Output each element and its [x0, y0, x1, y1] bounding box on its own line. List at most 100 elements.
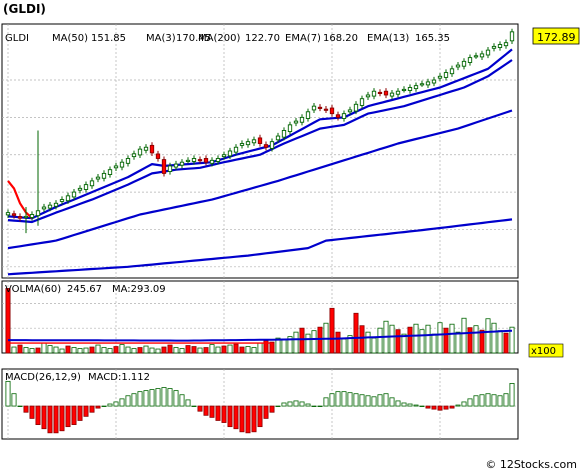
- volume-bar: [335, 331, 341, 354]
- volume-bar: [437, 322, 443, 354]
- macd-bar: [215, 405, 221, 421]
- macd-bar: [143, 390, 149, 407]
- macd-bar: [41, 405, 47, 430]
- macd-bar: [197, 405, 203, 412]
- volume-bar: [125, 346, 131, 354]
- candle-body: [179, 161, 185, 166]
- macd-bar: [269, 405, 275, 413]
- volume-bar: [359, 325, 365, 354]
- volume-bar: [215, 346, 221, 354]
- candle-body: [197, 159, 203, 162]
- candle-body: [233, 146, 239, 153]
- macd-bar: [347, 392, 353, 407]
- candle-body: [29, 214, 35, 218]
- volume-legend-ma: MA:293.09: [112, 284, 166, 295]
- candle-body: [275, 135, 281, 141]
- candle-body: [131, 153, 137, 158]
- candle-body: [359, 98, 365, 106]
- chart-marks: [5, 28, 515, 434]
- macd-bar: [305, 403, 311, 407]
- candle-body: [41, 206, 47, 210]
- candle-body: [23, 215, 29, 219]
- volume-bar: [485, 318, 491, 354]
- candle-body: [257, 137, 263, 144]
- volume-bar: [191, 346, 197, 354]
- candle-body: [245, 141, 251, 146]
- candle-body: [185, 159, 191, 162]
- candle-body: [467, 57, 473, 63]
- candle-body: [227, 150, 233, 157]
- legend-ma3-value: 170.45: [176, 33, 211, 44]
- volume-bar: [449, 323, 455, 354]
- candle-body: [299, 116, 305, 123]
- candle-body: [443, 72, 449, 78]
- candle-body: [149, 144, 155, 154]
- macd-bar: [467, 398, 473, 407]
- macd-bar: [431, 405, 437, 410]
- volume-bar: [497, 330, 503, 354]
- candle-body: [419, 83, 425, 86]
- last-price-box: [532, 27, 580, 45]
- volume-bar: [365, 331, 371, 354]
- candle-body: [95, 176, 101, 180]
- ema13-line: [7, 59, 513, 224]
- candle-body: [341, 113, 347, 119]
- volume-bar: [257, 342, 263, 354]
- macd-bar: [479, 394, 485, 407]
- macd-bar: [461, 401, 467, 407]
- macd-bar: [29, 405, 35, 419]
- candle-body: [491, 45, 497, 49]
- candle-body: [305, 111, 311, 119]
- volume-bar: [203, 347, 209, 354]
- macd-legend-value: MACD:1.112: [88, 372, 150, 383]
- macd-bar: [365, 395, 371, 407]
- macd-bar: [491, 394, 497, 407]
- macd-bar: [89, 405, 95, 413]
- candle-body: [5, 212, 11, 216]
- volume-ma-line: [8, 329, 513, 342]
- macd-bar: [23, 405, 29, 413]
- macd-bar: [173, 390, 179, 407]
- macd-bar: [227, 405, 233, 428]
- macd-bar: [191, 405, 197, 407]
- volume-bar: [509, 326, 515, 354]
- candle-body: [329, 107, 335, 115]
- chart-title: (GLDI): [3, 2, 46, 16]
- candle-body: [353, 103, 359, 112]
- volume-bar: [17, 344, 23, 354]
- macd-bar: [389, 397, 395, 407]
- candle-body: [317, 106, 323, 109]
- macd-bar: [281, 402, 287, 407]
- volume-bar: [347, 335, 353, 354]
- candle-body: [323, 108, 329, 111]
- macd-bar: [131, 393, 137, 407]
- volume-bar: [251, 347, 257, 354]
- candle-body: [365, 94, 371, 98]
- macd-bar: [335, 391, 341, 407]
- candle-body: [269, 141, 275, 149]
- volume-bar: [221, 345, 227, 354]
- ema-red-line: [7, 180, 33, 220]
- candle-body: [83, 184, 89, 190]
- volume-bar: [59, 348, 65, 354]
- macd-bar: [299, 401, 305, 407]
- candle-body: [383, 90, 389, 96]
- candle-body: [503, 42, 509, 47]
- macd-bar: [287, 401, 293, 407]
- macd-bar: [449, 405, 455, 409]
- macd-bar: [95, 405, 101, 409]
- macd-panel: [1, 368, 519, 440]
- volume-legend-label: VOLMA(60): [5, 284, 61, 295]
- macd-bar: [293, 400, 299, 407]
- volume-bar: [101, 347, 107, 354]
- volume-bar: [11, 346, 17, 354]
- volume-bar: [41, 342, 47, 354]
- candle-body: [281, 130, 287, 138]
- macd-bar: [125, 395, 131, 407]
- volume-bar: [419, 329, 425, 354]
- candle-body: [155, 153, 161, 159]
- candle-body: [161, 159, 167, 174]
- candle-body: [395, 90, 401, 95]
- macd-bar: [275, 405, 281, 407]
